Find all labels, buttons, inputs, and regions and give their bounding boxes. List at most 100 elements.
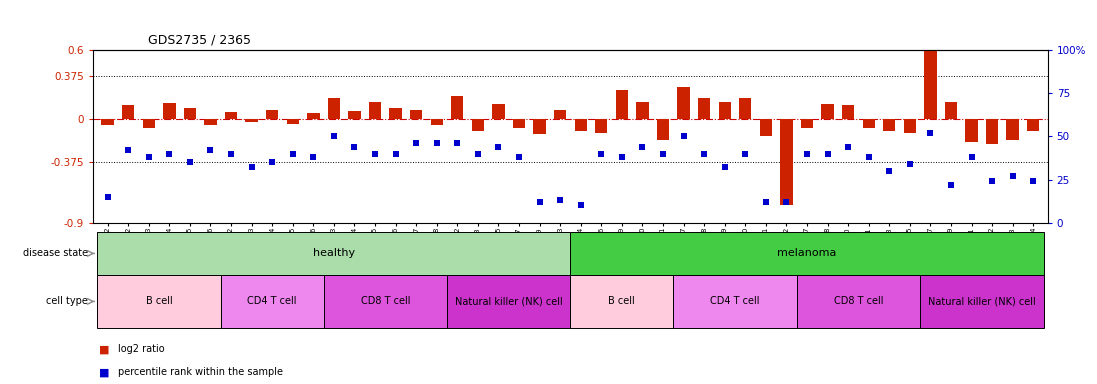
Bar <box>570 232 1043 275</box>
Point <box>140 154 158 160</box>
Point <box>592 151 610 157</box>
Bar <box>674 275 796 328</box>
Text: percentile rank within the sample: percentile rank within the sample <box>118 367 283 377</box>
Text: melanoma: melanoma <box>778 248 837 258</box>
Point <box>284 151 302 157</box>
Point <box>387 151 405 157</box>
Text: disease state: disease state <box>23 248 88 258</box>
Point <box>613 154 631 160</box>
Point <box>552 197 569 204</box>
Point <box>181 159 199 166</box>
Bar <box>98 275 220 328</box>
Text: CD8 T cell: CD8 T cell <box>361 296 410 306</box>
Text: CD4 T cell: CD4 T cell <box>248 296 297 306</box>
Text: healthy: healthy <box>313 248 355 258</box>
Bar <box>986 119 998 144</box>
Bar <box>822 104 834 119</box>
Bar <box>904 119 916 133</box>
Point <box>223 151 240 157</box>
Point <box>346 144 363 150</box>
Point <box>675 133 692 139</box>
Bar <box>739 98 751 119</box>
Text: CD4 T cell: CD4 T cell <box>710 296 760 306</box>
Bar <box>554 110 566 119</box>
Bar <box>759 119 772 136</box>
Bar <box>472 119 484 131</box>
Bar <box>246 119 258 122</box>
Bar <box>328 98 340 119</box>
Bar <box>348 111 361 119</box>
Text: Natural killer (NK) cell: Natural killer (NK) cell <box>455 296 563 306</box>
Bar <box>1007 119 1019 140</box>
Text: cell type: cell type <box>46 296 88 306</box>
Text: ■: ■ <box>99 367 110 377</box>
Point <box>510 154 528 160</box>
Bar <box>615 90 627 119</box>
Bar <box>883 119 895 131</box>
Point <box>263 159 281 166</box>
Bar <box>143 119 155 128</box>
Text: log2 ratio: log2 ratio <box>118 344 166 354</box>
Bar <box>842 105 855 119</box>
Point <box>695 151 713 157</box>
Point <box>449 140 466 146</box>
Bar <box>920 275 1043 328</box>
Bar <box>389 108 402 119</box>
Bar <box>533 119 546 134</box>
Point <box>366 151 384 157</box>
Point <box>242 164 260 170</box>
Bar <box>163 103 176 119</box>
Bar <box>122 105 134 119</box>
Bar <box>204 119 216 125</box>
Bar <box>512 119 525 128</box>
Point <box>716 164 734 170</box>
Bar <box>286 119 298 124</box>
Point <box>901 161 918 167</box>
Bar <box>265 110 279 119</box>
Bar <box>324 275 448 328</box>
Bar <box>965 119 977 142</box>
Point <box>428 140 445 146</box>
Point <box>325 133 342 139</box>
Point <box>305 154 323 160</box>
Bar <box>801 119 813 128</box>
Bar <box>595 119 608 133</box>
Point <box>202 147 219 153</box>
Bar <box>862 119 875 128</box>
Text: B cell: B cell <box>609 296 635 306</box>
Point <box>489 144 507 150</box>
Point <box>572 202 589 209</box>
Bar <box>780 119 792 205</box>
Bar <box>220 275 324 328</box>
Point <box>860 154 878 160</box>
Bar <box>101 119 114 125</box>
Bar <box>575 119 587 131</box>
Point <box>407 140 425 146</box>
Point <box>921 130 939 136</box>
Bar <box>924 38 937 119</box>
Point <box>963 154 981 160</box>
Bar <box>719 102 731 119</box>
Point <box>634 144 652 150</box>
Text: Natural killer (NK) cell: Natural killer (NK) cell <box>928 296 1036 306</box>
Text: ■: ■ <box>99 344 110 354</box>
Point <box>799 151 816 157</box>
Bar <box>448 275 570 328</box>
Point <box>757 199 774 205</box>
Bar <box>451 96 463 119</box>
Bar <box>796 275 920 328</box>
Bar <box>657 119 669 140</box>
Point <box>818 151 836 157</box>
Point <box>654 151 671 157</box>
Point <box>983 178 1000 184</box>
Point <box>736 151 754 157</box>
Bar <box>493 104 505 119</box>
Text: GDS2735 / 2365: GDS2735 / 2365 <box>148 33 251 46</box>
Bar <box>570 275 674 328</box>
Bar <box>369 102 382 119</box>
Point <box>120 147 137 153</box>
Bar <box>430 119 443 125</box>
Bar <box>98 232 570 275</box>
Point <box>1025 178 1042 184</box>
Bar <box>184 108 196 119</box>
